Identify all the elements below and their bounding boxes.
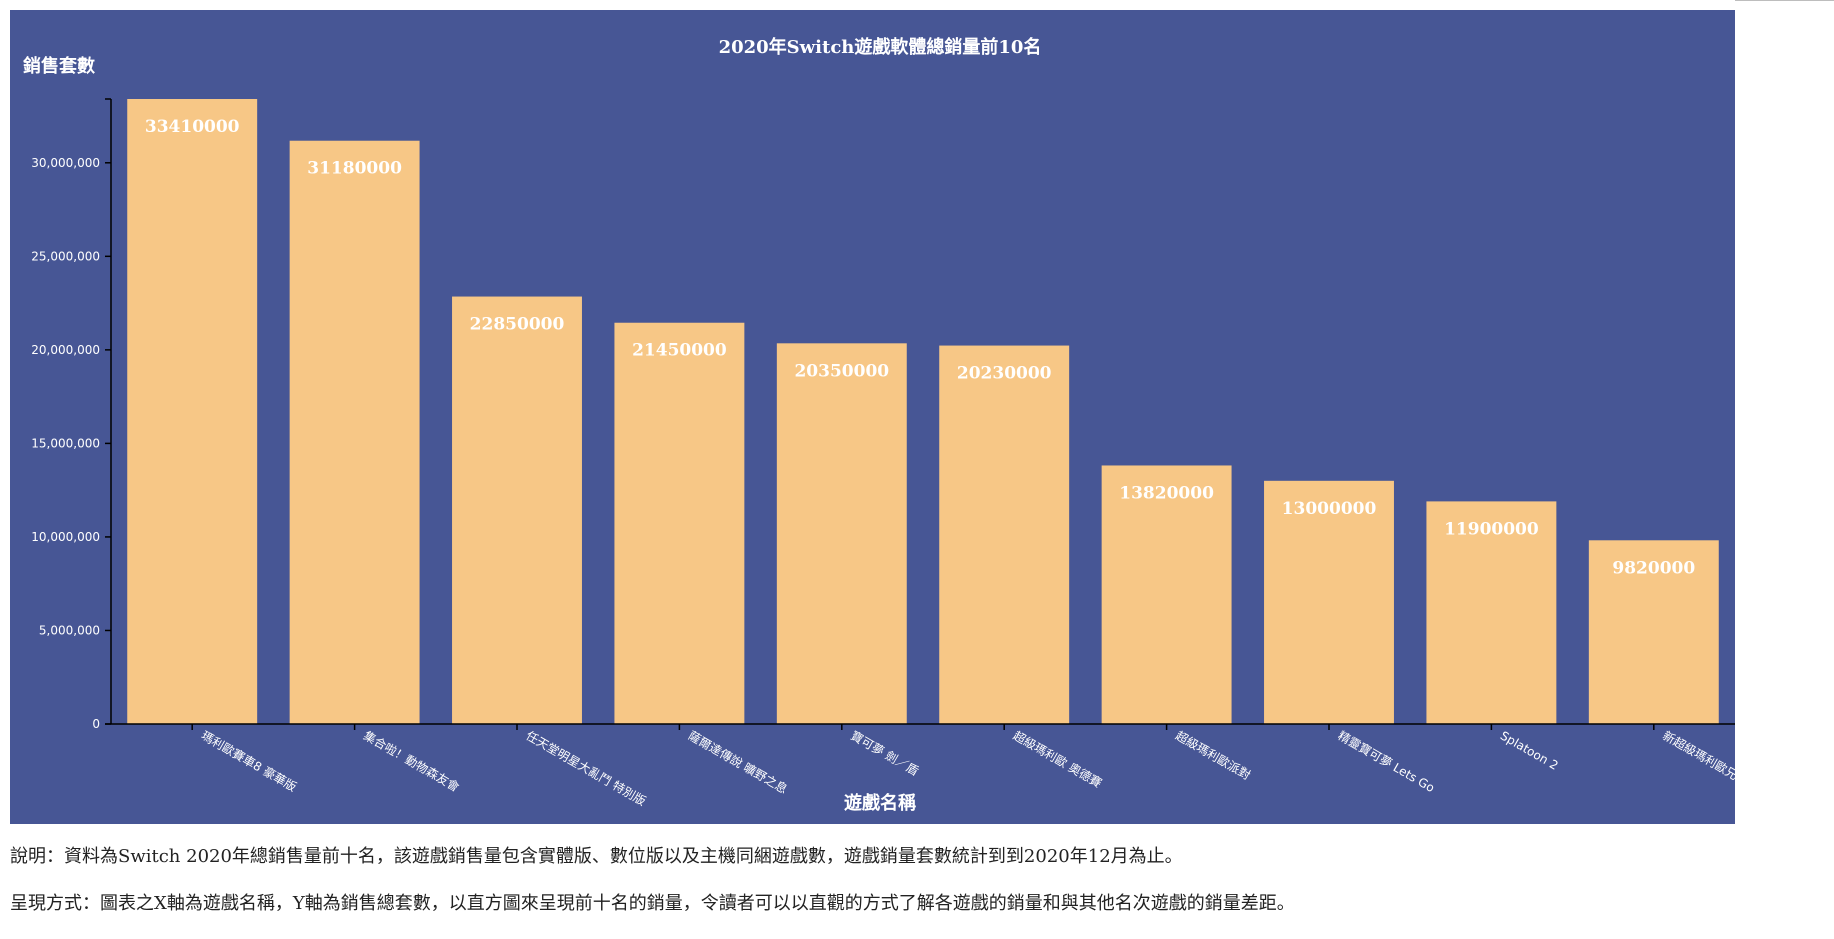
data-label-1: 33410000 — [145, 117, 240, 137]
bar-5 — [776, 343, 907, 724]
description-note: 說明：資料為Switch 2020年總銷售量前十名，該遊戲銷售量包含實體版、數位… — [10, 846, 1183, 867]
chart-container: 2020年Switch遊戲軟體總銷量前10名 銷售套數 遊戲名稱 3341000… — [10, 10, 1735, 824]
data-label-7: 13820000 — [1119, 483, 1214, 503]
data-label-8: 13000000 — [1282, 499, 1377, 519]
bar-chart: 2020年Switch遊戲軟體總銷量前10名 銷售套數 遊戲名稱 3341000… — [10, 10, 1735, 824]
bar-8 — [1264, 480, 1394, 724]
data-label-9: 11900000 — [1444, 519, 1539, 539]
notes-section: 說明：資料為Switch 2020年總銷售量前十名，該遊戲銷售量包含實體版、數位… — [10, 845, 1810, 939]
chart-title: 2020年Switch遊戲軟體總銷量前10名 — [719, 36, 1042, 58]
data-label-2: 31180000 — [307, 159, 402, 179]
y-tick-label-4: 20,000,000 — [31, 343, 100, 357]
y-tick-label-0: 0 — [92, 717, 100, 731]
y-tick-label-2: 10,000,000 — [31, 530, 100, 544]
y-axis-title: 銷售套數 — [23, 55, 95, 77]
top-divider — [1735, 0, 1834, 1]
y-tick-label-3: 15,000,000 — [31, 436, 100, 450]
y-axis: 0 5,000,000 10,000,000 15,000,000 20,000,000… — [31, 98, 112, 731]
data-label-3: 22850000 — [470, 315, 565, 335]
bars-group: 33410000 31180000 22850000 21450000 20350000… — [127, 99, 1719, 724]
data-label-10: 9820000 — [1612, 558, 1695, 578]
bar-9 — [1426, 501, 1557, 724]
data-label-6: 20230000 — [957, 364, 1052, 384]
bar-4 — [614, 322, 745, 724]
x-axis-title: 遊戲名稱 — [844, 792, 916, 814]
bar-2 — [289, 140, 420, 724]
bar-7 — [1101, 465, 1232, 724]
y-tick-label-5: 25,000,000 — [31, 249, 100, 263]
bar-10 — [1588, 540, 1719, 724]
bar-1 — [127, 99, 258, 724]
bar-6 — [939, 345, 1070, 724]
data-label-4: 21450000 — [632, 341, 727, 361]
y-tick-label-6: 30,000,000 — [31, 156, 100, 170]
data-label-5: 20350000 — [794, 361, 889, 381]
y-tick-label-1: 5,000,000 — [39, 623, 100, 637]
bar-3 — [452, 296, 582, 724]
presentation-note: 呈現方式：圖表之X軸為遊戲名稱，Y軸為銷售總套數，以直方圖來呈現前十名的銷量，令… — [10, 893, 1295, 914]
